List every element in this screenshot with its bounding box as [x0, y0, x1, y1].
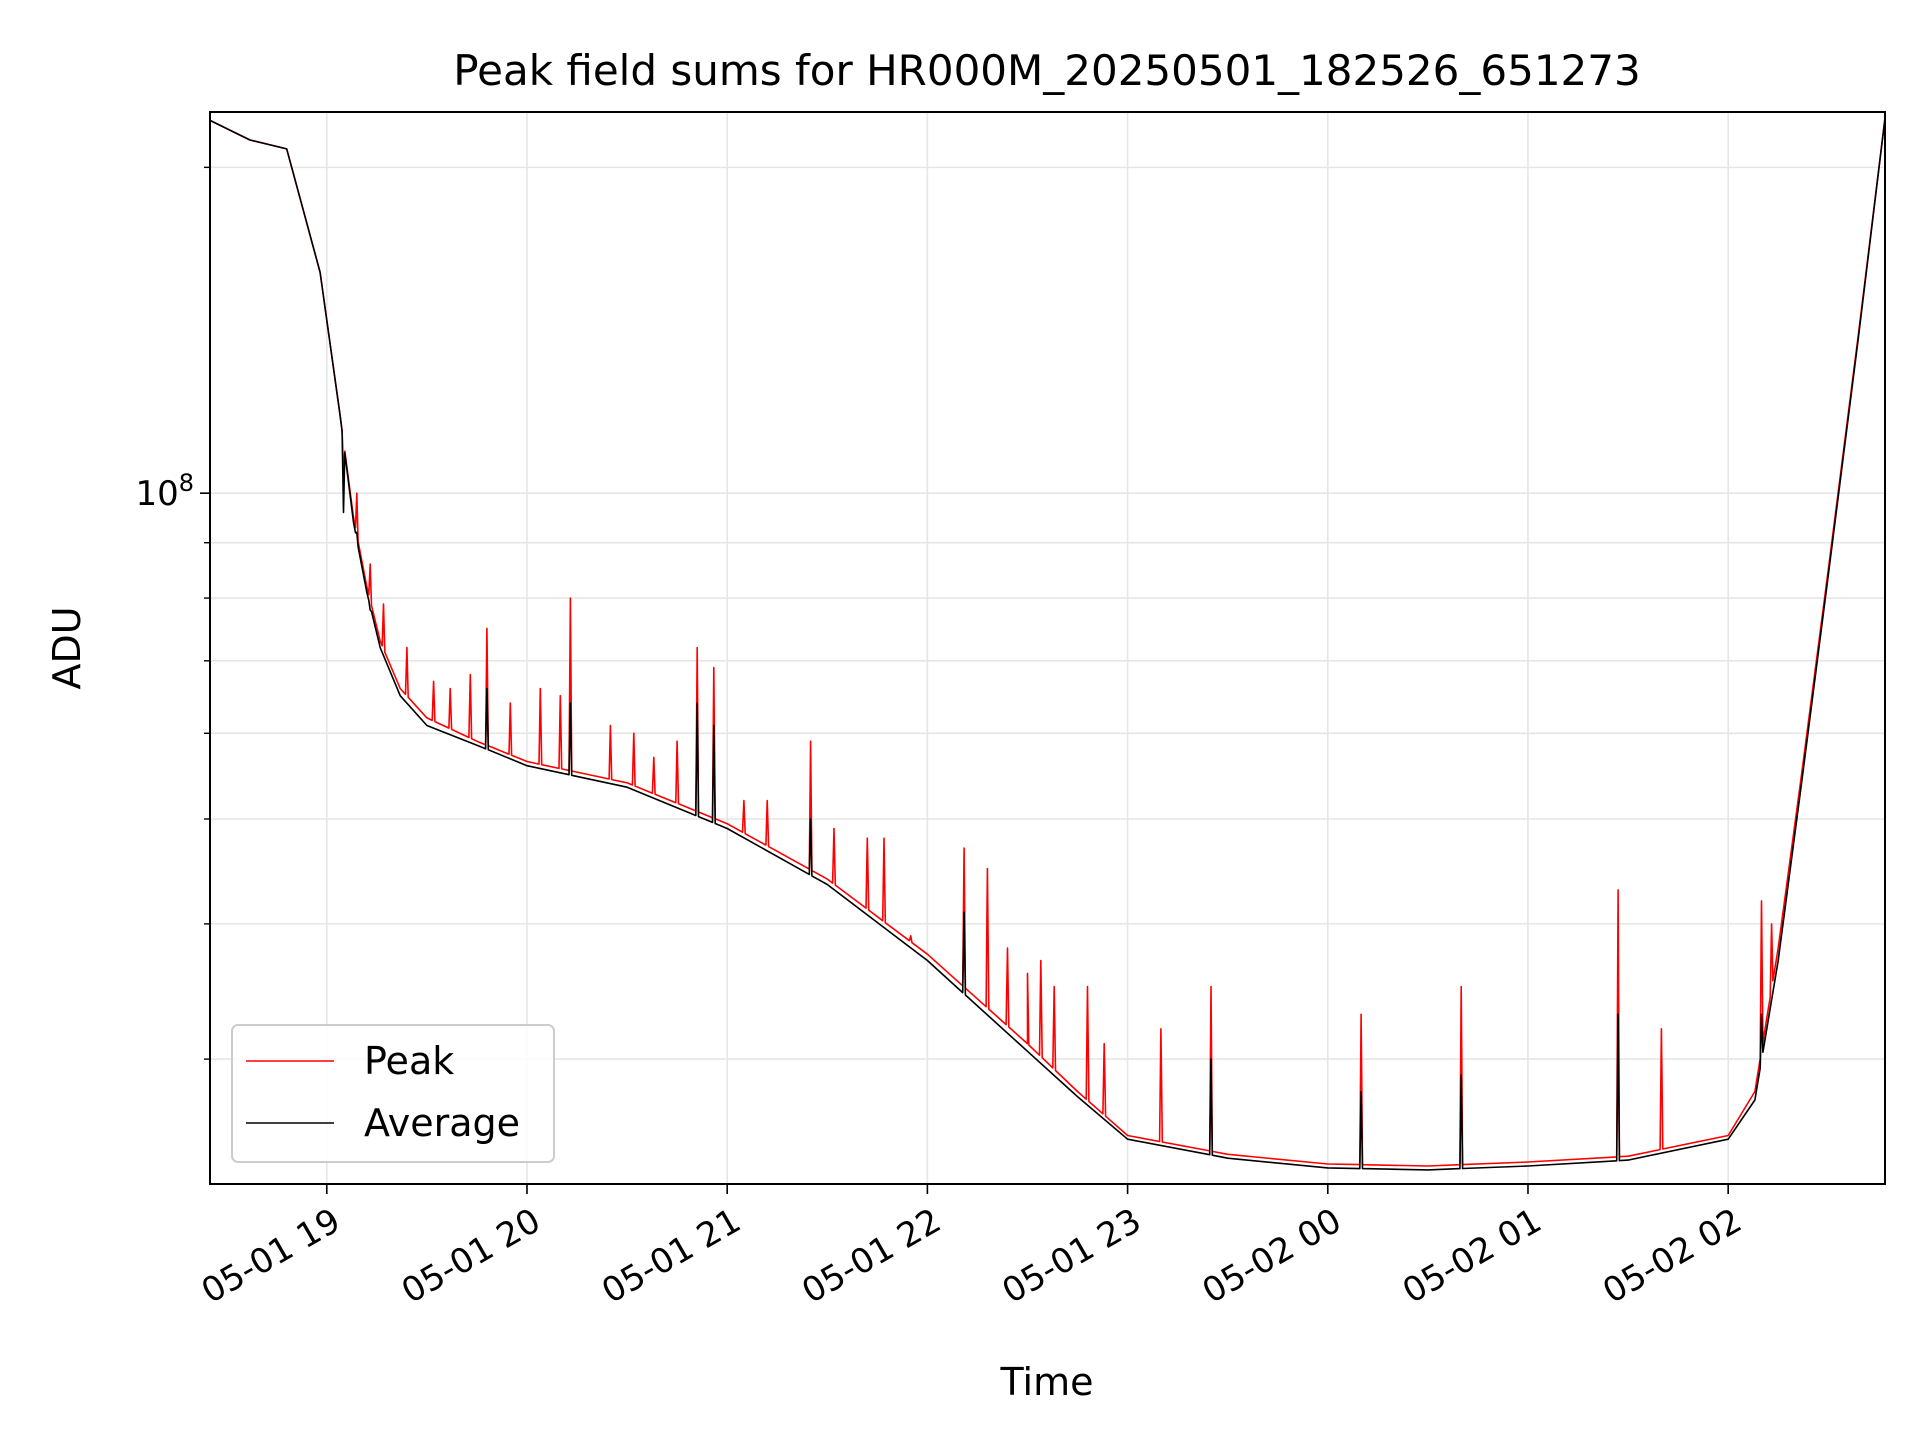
plot-area	[209, 118, 1886, 1171]
legend-box	[231, 1024, 555, 1163]
legend-label-peak: Peak	[364, 1039, 454, 1083]
y-tick-label: 108	[135, 469, 194, 514]
chart-title: Peak field sums for HR000M_20250501_1825…	[453, 46, 1640, 95]
x-axis-label: Time	[1000, 1360, 1094, 1404]
y-axis-label: ADU	[45, 606, 89, 689]
plot-frame	[209, 111, 1886, 1185]
series-line-peak	[209, 118, 1886, 1167]
legend-label-average: Average	[364, 1101, 520, 1145]
legend: Peak Average	[231, 1024, 555, 1163]
series-line-average	[209, 118, 1886, 1171]
grid	[210, 112, 1885, 1184]
